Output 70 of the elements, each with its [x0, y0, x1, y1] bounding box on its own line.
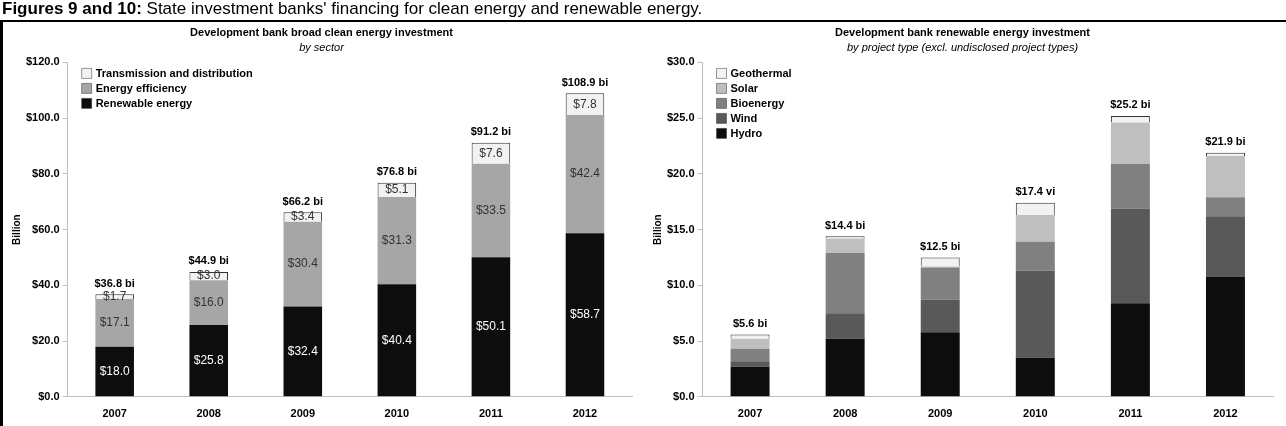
- total-label: $14.4 bi: [824, 218, 866, 231]
- x-tick-label: 2009: [290, 407, 316, 420]
- data-label: $5.1: [385, 182, 409, 197]
- total-label: $36.8 bi: [94, 276, 135, 289]
- x-tick-label: 2009: [927, 407, 953, 420]
- x-tick-label: 2010: [1023, 407, 1048, 420]
- y-tick-label: $100.0: [25, 111, 60, 124]
- data-label: $17.1: [99, 315, 131, 330]
- data-label: $7.6: [479, 145, 503, 160]
- x-tick-label: 2010: [384, 407, 410, 420]
- y-axis-title: Billion: [10, 214, 22, 245]
- total-label: $17.4 vi: [1015, 185, 1056, 198]
- chart-subtitle: by sector: [299, 40, 346, 53]
- total-label: $12.5 bi: [920, 240, 961, 252]
- legend-label: Hydro: [730, 126, 763, 139]
- legend-label: Wind: [730, 111, 758, 124]
- legend-label: Energy efficiency: [95, 81, 188, 94]
- data-label: $3.4: [291, 209, 315, 224]
- total-label: $44.9 bi: [188, 254, 229, 267]
- chart-title: Development bank renewable energy investment: [835, 25, 1091, 38]
- legend-label: Solar: [730, 81, 759, 94]
- y-tick-label: $0.0: [38, 389, 60, 402]
- y-tick-label: $40.0: [32, 278, 60, 291]
- data-label: $31.3: [381, 232, 413, 247]
- y-tick-label: $20.0: [32, 334, 60, 347]
- chart-subtitle: by project type (excl. undisclosed project types): [846, 40, 1079, 53]
- total-label: $66.2 bi: [282, 194, 323, 207]
- y-tick-label: $20.0: [667, 166, 695, 179]
- data-label: $18.0: [99, 363, 131, 378]
- total-label: $5.6 bi: [732, 316, 768, 329]
- data-label: $25.8: [193, 352, 225, 367]
- data-label: $50.1: [475, 319, 507, 334]
- y-axis-title: Billion: [651, 214, 663, 245]
- data-label: $58.7: [569, 307, 601, 322]
- y-tick-label: $80.0: [32, 166, 60, 179]
- x-tick-label: 2007: [737, 407, 763, 420]
- data-label: $32.4: [287, 343, 319, 358]
- data-label: $16.0: [193, 294, 225, 309]
- y-tick-label: $15.0: [667, 222, 695, 235]
- total-label: $21.9 bi: [1205, 135, 1246, 148]
- data-label: $42.4: [569, 166, 601, 181]
- legend-label: Transmission and distribution: [95, 66, 253, 79]
- x-tick-label: 2007: [102, 407, 127, 420]
- data-label: $33.5: [475, 202, 507, 217]
- x-tick-label: 2012: [572, 407, 598, 420]
- total-label: $25.2 bi: [1110, 98, 1151, 111]
- chart-title: Development bank broad clean energy investment: [190, 25, 454, 38]
- text: Figures 9 and 10: State investment banks' financing for clean energy and renewable energy.: [1, 0, 704, 20]
- y-tick-label: $30.0: [667, 55, 695, 68]
- y-tick-label: $10.0: [667, 278, 695, 291]
- x-tick-label: 2008: [196, 407, 221, 420]
- y-tick-label: $25.0: [667, 111, 695, 124]
- y-tick-label: $60.0: [32, 222, 60, 235]
- legend-label: Bioenergy: [730, 96, 786, 109]
- x-tick-label: 2008: [832, 407, 858, 420]
- total-label: $108.9 bi: [561, 75, 609, 88]
- data-label: $7.8: [573, 96, 597, 111]
- y-tick-label: $5.0: [673, 334, 695, 347]
- data-label: $30.4: [287, 256, 319, 271]
- y-tick-label: $120.0: [25, 55, 60, 68]
- legend-label: Renewable energy: [95, 96, 194, 109]
- x-tick-label: 2011: [478, 407, 503, 420]
- x-tick-label: 2012: [1213, 407, 1238, 420]
- total-label: $91.2 bi: [470, 125, 512, 138]
- data-label: $1.7: [102, 288, 127, 303]
- y-tick-label: $0.0: [673, 389, 695, 402]
- legend-label: Geothermal: [730, 66, 792, 79]
- x-tick-label: 2011: [1118, 407, 1143, 420]
- total-label: $76.8 bi: [376, 165, 418, 178]
- data-label: $40.4: [381, 332, 413, 347]
